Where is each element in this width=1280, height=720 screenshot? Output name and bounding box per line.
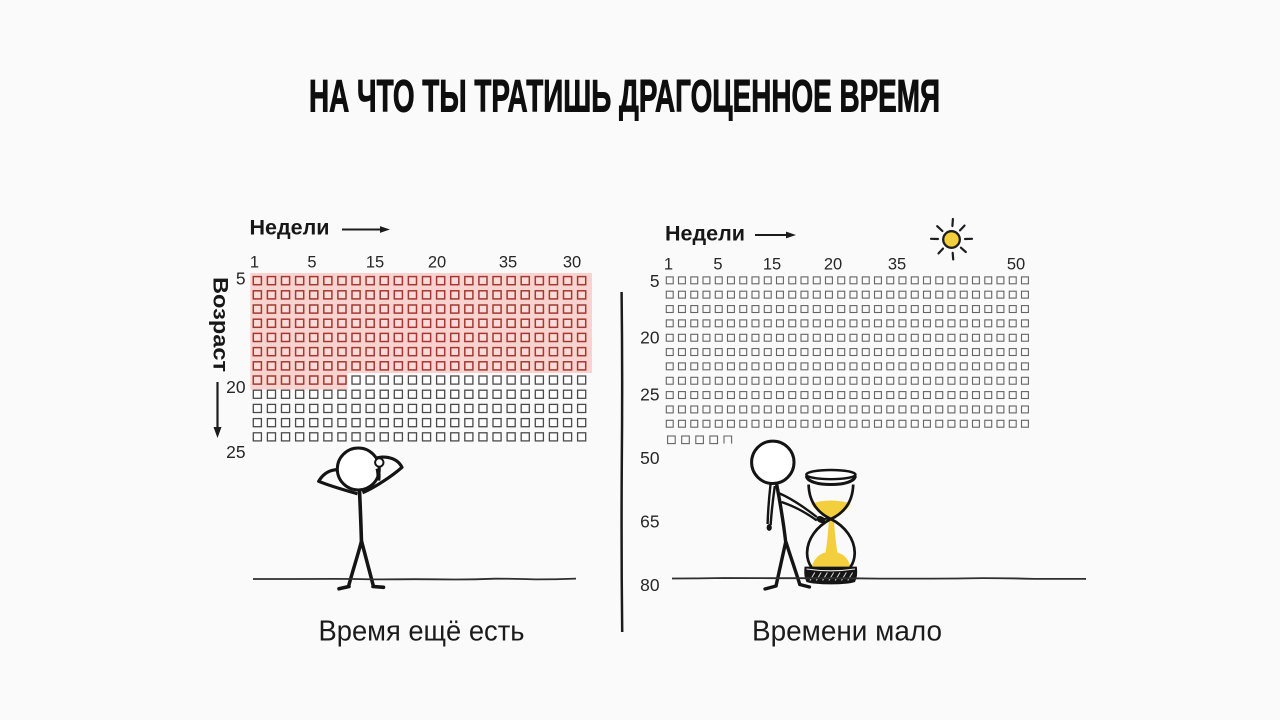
svg-text:5: 5	[236, 269, 246, 289]
svg-text:35: 35	[888, 256, 906, 274]
svg-text:65: 65	[640, 512, 659, 532]
svg-text:Времени мало: Времени мало	[752, 616, 942, 648]
svg-text:20: 20	[226, 377, 245, 397]
svg-text:НА ЧТО ТЫ ТРАТИШЬ ДРАГОЦЕННОЕ: НА ЧТО ТЫ ТРАТИШЬ ДРАГОЦЕННОЕ ВРЕМЯ	[309, 70, 940, 121]
svg-text:15: 15	[366, 254, 384, 272]
svg-text:Время ещё есть: Время ещё есть	[319, 616, 525, 648]
svg-text:80: 80	[640, 575, 659, 595]
svg-text:15: 15	[763, 256, 781, 274]
svg-text:50: 50	[640, 448, 659, 468]
svg-text:35: 35	[499, 254, 517, 272]
svg-text:20: 20	[824, 256, 842, 274]
svg-text:1: 1	[664, 256, 673, 274]
svg-text:Возраст: Возраст	[209, 277, 233, 372]
svg-text:1: 1	[250, 254, 259, 272]
svg-text:50: 50	[1007, 256, 1025, 274]
svg-text:5: 5	[307, 254, 316, 272]
svg-text:30: 30	[563, 254, 581, 272]
svg-text:5: 5	[650, 271, 660, 291]
svg-text:25: 25	[640, 385, 659, 405]
svg-text:5: 5	[713, 256, 722, 274]
svg-text:Недели: Недели	[665, 222, 745, 246]
svg-text:Недели: Недели	[250, 216, 330, 240]
svg-text:25: 25	[226, 442, 245, 462]
svg-text:20: 20	[640, 328, 659, 348]
svg-text:20: 20	[428, 254, 446, 272]
